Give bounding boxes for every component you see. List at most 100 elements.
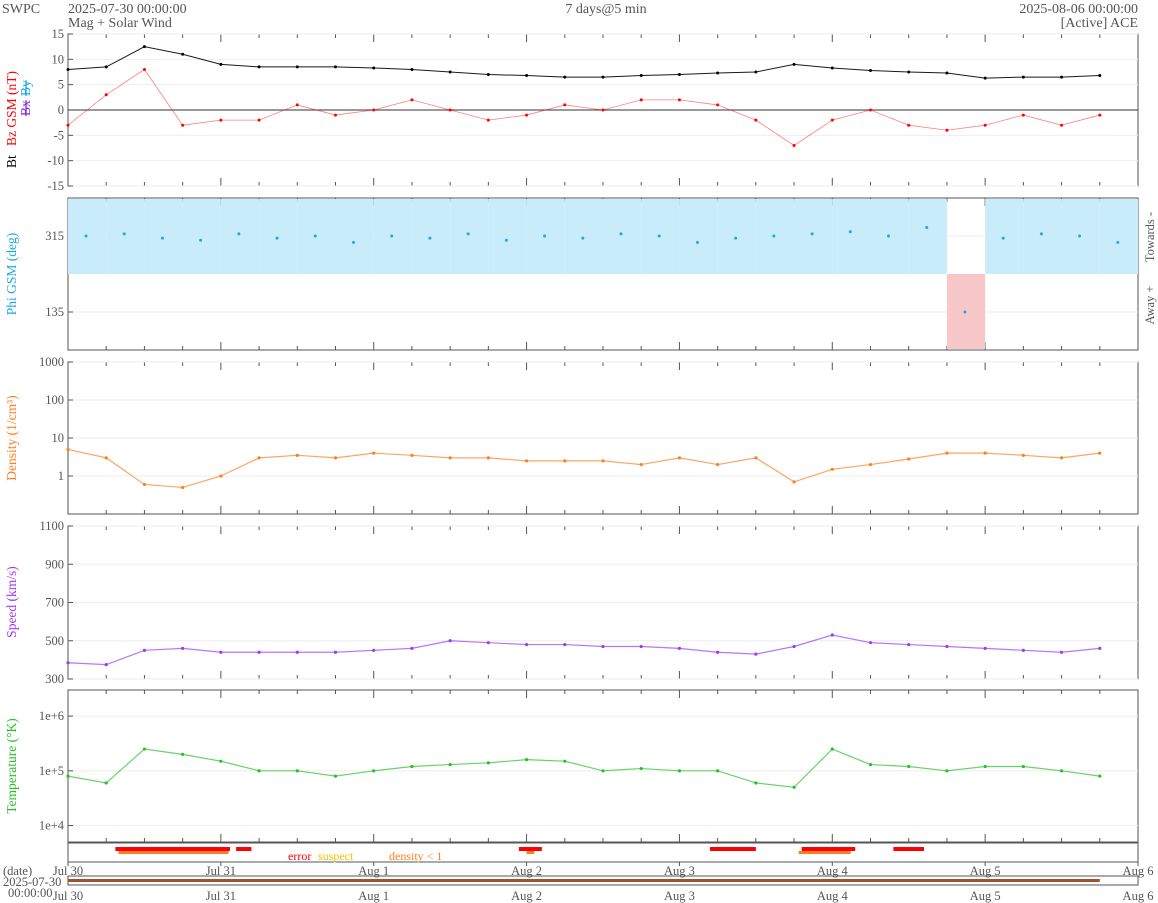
legend-error: error bbox=[288, 849, 311, 863]
error-flag bbox=[236, 847, 252, 851]
y-tick-label: -15 bbox=[47, 179, 64, 193]
x-tick-label: Aug 6 bbox=[1123, 864, 1154, 878]
towards-band bbox=[182, 199, 221, 274]
bz-point bbox=[66, 123, 70, 127]
bz-point bbox=[677, 98, 681, 102]
temperature-point bbox=[601, 769, 605, 773]
temperature-line bbox=[67, 748, 1100, 788]
density-flag bbox=[798, 851, 851, 854]
phi-point bbox=[466, 232, 470, 236]
bz-line bbox=[67, 68, 1100, 146]
speed-point bbox=[448, 639, 452, 643]
towards-band bbox=[488, 199, 527, 274]
bt-point bbox=[104, 65, 108, 69]
density-point bbox=[945, 451, 949, 455]
density-point bbox=[372, 451, 376, 455]
bz-point bbox=[563, 103, 567, 107]
temperature-point bbox=[754, 781, 758, 785]
temperature-point bbox=[677, 769, 682, 773]
phi-point bbox=[581, 236, 585, 240]
temperature-point bbox=[486, 761, 490, 765]
bz-point bbox=[334, 113, 337, 117]
temperature-point bbox=[295, 769, 299, 773]
towards-band bbox=[985, 199, 1024, 274]
towards-band bbox=[564, 199, 603, 274]
speed-point bbox=[66, 661, 70, 665]
phi-point bbox=[963, 310, 967, 314]
bz-point bbox=[142, 67, 146, 71]
towards-band bbox=[411, 199, 451, 274]
towards-band bbox=[603, 199, 642, 274]
temperature-point bbox=[372, 769, 376, 773]
speed-point bbox=[333, 650, 338, 654]
phi-point bbox=[1116, 240, 1120, 244]
speed-point bbox=[257, 650, 261, 654]
bz-point bbox=[869, 108, 872, 112]
bt-point bbox=[295, 65, 299, 69]
y-tick-label: -5 bbox=[54, 128, 64, 142]
y-tick-label: 700 bbox=[45, 596, 64, 610]
y-tick-label: 900 bbox=[45, 557, 64, 571]
towards-band bbox=[1023, 199, 1062, 274]
temperature-point bbox=[1059, 769, 1064, 773]
bz-label: Bz GSM (nT) bbox=[4, 71, 19, 146]
temperature-ylabel: Temperature (°K) bbox=[4, 718, 19, 814]
density-point bbox=[219, 474, 223, 478]
speed-point bbox=[486, 641, 490, 645]
temperature-point bbox=[639, 766, 643, 771]
y-tick-label: 10 bbox=[52, 52, 65, 66]
temperature-point bbox=[716, 769, 720, 773]
bt-point bbox=[601, 75, 605, 79]
density-point bbox=[601, 459, 605, 463]
origin-time: 00:00:00 bbox=[8, 886, 52, 900]
bz-point bbox=[1021, 113, 1025, 117]
bz-point bbox=[104, 93, 108, 97]
density-point bbox=[983, 451, 987, 455]
error-flag bbox=[518, 847, 542, 851]
temperature-point bbox=[66, 774, 70, 778]
phi-point bbox=[543, 234, 547, 238]
bz-point bbox=[983, 123, 987, 127]
bt-point bbox=[334, 65, 337, 69]
towards-band bbox=[1099, 199, 1138, 274]
phi-point bbox=[160, 236, 164, 240]
x-tick-label: Jul 30 bbox=[53, 864, 83, 878]
bz-point bbox=[639, 98, 643, 102]
bt-point bbox=[1021, 75, 1025, 79]
speed-point bbox=[104, 663, 108, 667]
speed-point bbox=[792, 644, 796, 649]
bt-label: Bt bbox=[4, 155, 19, 168]
density-point bbox=[410, 453, 414, 457]
y-tick-label: 315 bbox=[45, 229, 64, 243]
bt-point bbox=[486, 73, 490, 77]
speed-point bbox=[372, 648, 376, 652]
towards-band bbox=[908, 199, 947, 274]
speed-point bbox=[754, 652, 758, 656]
towards-band bbox=[717, 199, 756, 274]
temperature-point bbox=[142, 747, 147, 751]
phi-point bbox=[772, 234, 776, 238]
x-tick-label: Aug 6 bbox=[1123, 889, 1154, 903]
x-tick-label: Aug 1 bbox=[358, 864, 389, 878]
density-point bbox=[716, 462, 720, 467]
speed-point bbox=[1098, 646, 1102, 651]
bt-point bbox=[1098, 74, 1102, 78]
bz-point bbox=[181, 123, 185, 127]
speed-point bbox=[142, 648, 147, 652]
bt-point bbox=[983, 76, 987, 80]
phi-point bbox=[237, 232, 241, 236]
speed-point bbox=[868, 641, 873, 645]
density-point bbox=[448, 456, 452, 460]
bt-point bbox=[869, 68, 872, 72]
phi-point bbox=[848, 230, 852, 234]
temperature-point bbox=[983, 764, 987, 769]
speed-point bbox=[1059, 650, 1064, 654]
bt-point bbox=[525, 74, 529, 78]
product-title: Mag + Solar Wind bbox=[68, 16, 172, 31]
bt-point bbox=[945, 71, 949, 75]
bt-point bbox=[639, 74, 643, 78]
density-point bbox=[257, 456, 261, 460]
towards-band bbox=[220, 199, 260, 274]
towards-band bbox=[450, 199, 489, 274]
temperature-point bbox=[257, 769, 261, 773]
